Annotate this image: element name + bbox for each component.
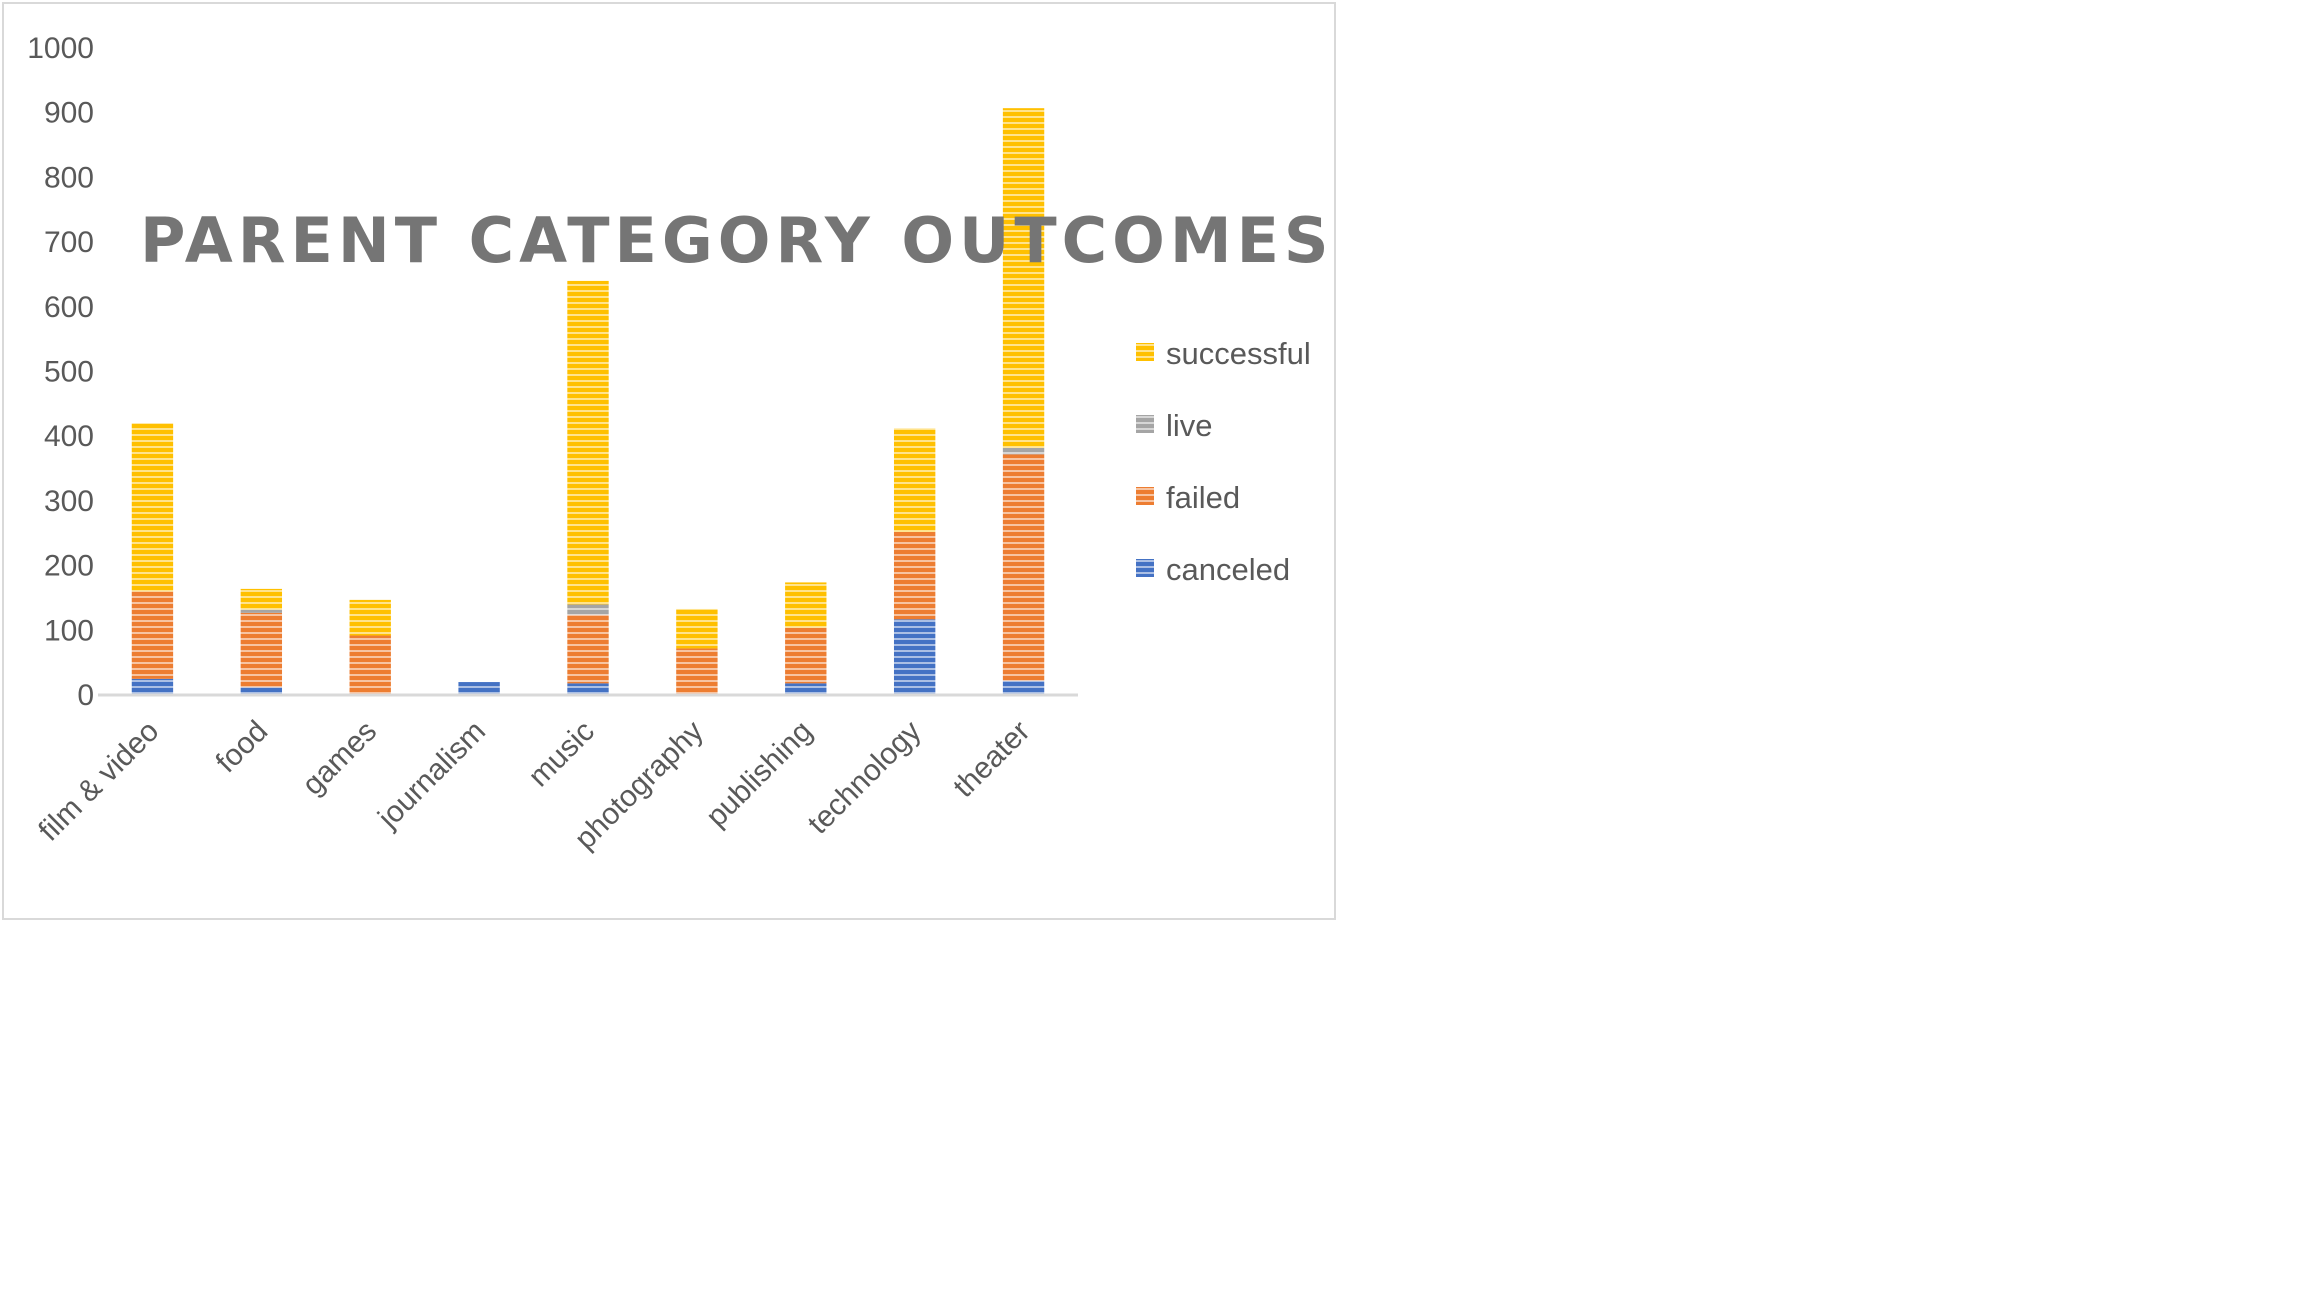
bar-successful-music <box>567 281 608 605</box>
bar-canceled-film-video <box>132 679 173 695</box>
x-tick-label-music: music <box>522 715 601 794</box>
y-tick-label-900: 900 <box>44 97 94 130</box>
bar-canceled-music <box>567 683 608 695</box>
y-tick-label-600: 600 <box>44 291 94 324</box>
y-tick-label-0: 0 <box>77 679 94 712</box>
bar-canceled-publishing <box>785 683 826 695</box>
y-tick-label-200: 200 <box>44 550 94 583</box>
legend: successful live failed canceled <box>1136 336 1311 587</box>
legend-label-live: live <box>1166 408 1213 443</box>
y-tick-label-400: 400 <box>44 420 94 453</box>
y-tick-label-1000: 1000 <box>27 32 94 65</box>
bar-live-food <box>241 610 282 613</box>
bar-failed-technology <box>894 532 935 619</box>
legend-label-canceled: canceled <box>1166 552 1290 587</box>
bar-successful-theater <box>1003 108 1044 448</box>
bar-successful-film-video <box>132 423 173 591</box>
bar-failed-publishing <box>785 628 826 684</box>
x-tick-label-journalism: journalism <box>371 715 492 836</box>
legend-label-successful: successful <box>1166 336 1311 371</box>
bar-failed-theater <box>1003 454 1044 680</box>
bar-failed-photography <box>676 648 717 695</box>
bar-failed-film-video <box>132 591 173 678</box>
legend-swatch-live <box>1136 415 1154 433</box>
x-tick-label-film-video: film & video <box>32 715 165 848</box>
bar-successful-food <box>241 589 282 610</box>
bar-failed-food <box>241 613 282 687</box>
chart-title: PARENT CATEGORY OUTCOMES <box>140 204 1334 277</box>
bars <box>132 108 1044 695</box>
x-tick-label-technology: technology <box>802 715 928 841</box>
legend-swatch-successful <box>1136 343 1154 361</box>
y-axis-labels: 0 100 200 300 400 500 600 700 800 900 1000 <box>27 32 94 712</box>
x-tick-label-publishing: publishing <box>700 715 819 834</box>
x-tick-label-food: food <box>210 715 275 780</box>
bar-successful-games <box>350 600 391 636</box>
bar-live-music <box>567 604 608 614</box>
x-tick-label-theater: theater <box>947 715 1036 804</box>
y-tick-label-100: 100 <box>44 614 94 647</box>
bar-canceled-theater <box>1003 681 1044 695</box>
y-tick-label-700: 700 <box>44 226 94 259</box>
bar-successful-photography <box>676 609 717 648</box>
y-tick-label-500: 500 <box>44 356 94 389</box>
bar-successful-publishing <box>785 582 826 627</box>
y-tick-label-300: 300 <box>44 485 94 518</box>
legend-swatch-failed <box>1136 487 1154 505</box>
chart-svg: 0 100 200 300 400 500 600 700 800 900 1000 film & … <box>4 4 1338 922</box>
bar-failed-music <box>567 615 608 684</box>
legend-swatch-canceled <box>1136 559 1154 577</box>
bar-canceled-technology <box>894 619 935 695</box>
bar-live-theater <box>1003 448 1044 454</box>
x-tick-label-games: games <box>296 715 383 802</box>
legend-label-failed: failed <box>1166 480 1240 515</box>
chart-frame: 0 100 200 300 400 500 600 700 800 900 1000 film & … <box>2 2 1336 920</box>
y-tick-label-800: 800 <box>44 161 94 194</box>
bar-canceled-journalism <box>458 682 499 695</box>
bar-successful-technology <box>894 428 935 532</box>
bar-failed-games <box>350 635 391 695</box>
